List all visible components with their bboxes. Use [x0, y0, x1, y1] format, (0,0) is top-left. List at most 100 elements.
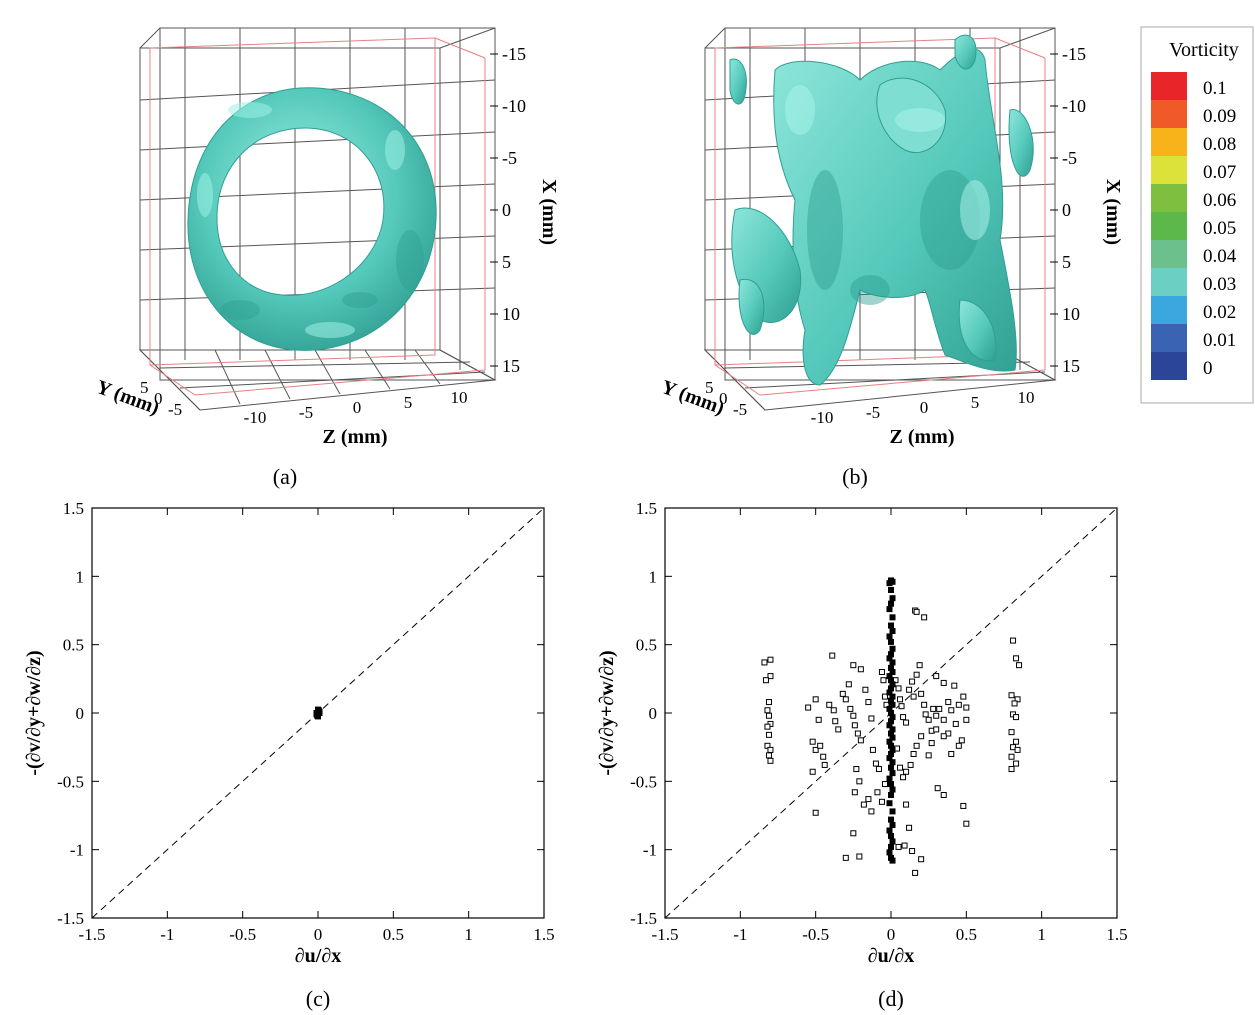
legend-swatch: [1151, 324, 1187, 352]
data-point: [869, 746, 876, 753]
legend-swatch: [1151, 352, 1187, 380]
data-point: [948, 707, 955, 714]
data-point: [315, 713, 321, 720]
data-point: [940, 792, 947, 798]
data-point: [925, 716, 932, 723]
data-point: [889, 614, 896, 621]
data-point: [889, 822, 896, 829]
data-point: [888, 792, 894, 798]
data-point: [1013, 714, 1020, 721]
data-point: [1011, 700, 1018, 707]
y-tick-label: 1: [76, 567, 85, 586]
legend-swatch: [1151, 296, 1187, 324]
y-tick-label: 0: [649, 704, 658, 723]
data-point: [921, 701, 928, 708]
y-tick-label: -1: [70, 841, 84, 860]
data-point: [765, 712, 772, 719]
data-point: [921, 614, 928, 621]
data-point: [812, 809, 819, 816]
x-tick-label: 0.5: [383, 925, 404, 944]
panel-a-z-axis-title: Z (mm): [323, 426, 388, 448]
data-point: [1013, 655, 1020, 662]
vortex-ring-isosurface: [187, 87, 437, 351]
data-point: [918, 856, 925, 863]
data-point: [765, 752, 772, 759]
panel-a-label: (a): [273, 464, 297, 489]
data-point: [936, 705, 943, 712]
data-point: [889, 808, 896, 815]
data-point: [903, 768, 910, 775]
x-tick-label: 1: [1037, 925, 1046, 944]
data-point: [888, 764, 894, 771]
data-point: [918, 733, 925, 740]
data-point: [1013, 760, 1020, 767]
data-point: [1014, 696, 1021, 703]
legend-entry-label: 0.04: [1203, 246, 1237, 267]
panel-a-x-axis-title: X (mm): [538, 179, 560, 245]
data-point: [913, 608, 920, 615]
x-tick-label: -1: [160, 925, 174, 944]
data-point: [888, 833, 894, 839]
data-point: [934, 785, 941, 792]
legend-entry-label: 0.06: [1203, 190, 1236, 211]
data-point: [886, 655, 893, 662]
data-point: [856, 853, 863, 860]
data-point: [809, 738, 816, 745]
data-point: [912, 869, 919, 876]
data-point: [835, 726, 842, 733]
data-point: [897, 764, 904, 771]
data-point: [889, 770, 896, 777]
ring-shadow: [220, 230, 424, 320]
turbulent-highlight: [785, 85, 990, 240]
data-point: [1008, 729, 1015, 736]
data-point: [888, 781, 894, 788]
data-point: [817, 742, 824, 749]
data-point: [826, 701, 833, 708]
data-point: [933, 726, 940, 733]
z-tick-label: 5: [971, 393, 980, 412]
data-point: [918, 690, 925, 697]
data-point: [909, 678, 916, 685]
data-point: [851, 722, 858, 729]
data-point: [889, 659, 896, 666]
legend-entry-label: 0.1: [1203, 78, 1227, 99]
data-point: [857, 737, 864, 744]
y-tick-label: 5: [705, 378, 714, 397]
panel-c-scatter: -1.5 -1 -0.5 0 0.5 1 1.5 -1.5 -1 -0.5 0 0.5 1 1.5 ∂u/∂…: [23, 499, 555, 1011]
data-point: [955, 701, 962, 708]
x-tick-label: 1: [464, 925, 473, 944]
data-point: [805, 704, 812, 711]
data-point: [767, 757, 774, 764]
data-point: [888, 638, 894, 645]
y-tick-label: 0: [719, 389, 728, 408]
x-tick-label: 0: [502, 200, 511, 220]
data-point: [767, 673, 774, 680]
y-tick-label: -5: [733, 400, 747, 419]
data-point: [888, 587, 894, 593]
y-tick-label: -1.5: [630, 909, 657, 928]
data-point: [765, 699, 772, 706]
x-tick-label: 0: [1062, 200, 1071, 220]
data-point: [850, 712, 857, 719]
data-point: [888, 600, 894, 607]
data-point: [842, 696, 849, 703]
data-point: [1016, 662, 1023, 669]
data-point: [960, 802, 967, 809]
legend-swatch: [1151, 212, 1187, 240]
data-point: [881, 781, 888, 788]
data-point: [764, 723, 771, 730]
data-point: [886, 722, 893, 729]
x-axis-title: ∂u/∂x: [868, 945, 914, 967]
data-point: [907, 761, 914, 768]
panel-b-x-axis: -15 -10 -5 0 5 10 15 X (mm): [1050, 44, 1124, 376]
panel-b-z-axis: -10 -5 0 5 10 Z (mm): [811, 388, 1035, 448]
data-point: [850, 830, 857, 837]
data-point: [845, 681, 852, 688]
y-tick-label: 0: [154, 389, 163, 408]
x-tick-label: -5: [502, 148, 517, 168]
data-point: [767, 656, 774, 663]
legend-entry-label: 0.01: [1203, 330, 1236, 351]
z-tick-label: -5: [866, 403, 880, 422]
